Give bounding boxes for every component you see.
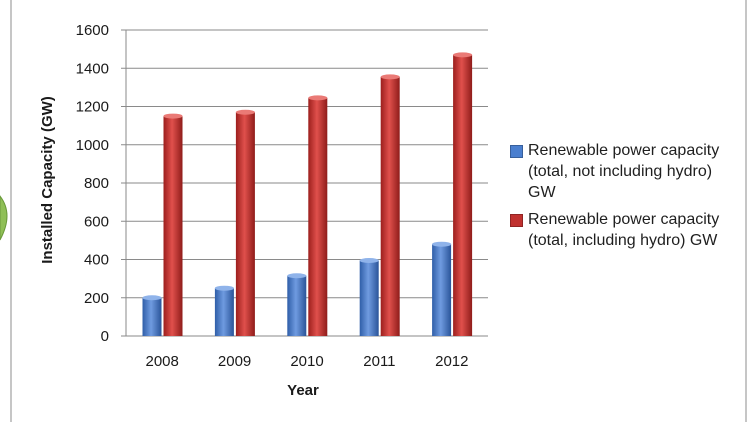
- green-tab-decoration: [0, 195, 8, 241]
- axes: [121, 29, 488, 337]
- bar-cap: [359, 257, 379, 263]
- bars: [142, 52, 473, 337]
- x-axis-title: Year: [287, 382, 319, 399]
- bar-cap: [142, 295, 162, 301]
- bar-series-2-2011: [380, 76, 400, 336]
- x-tick-label: 2009: [218, 353, 251, 370]
- bar-series-1-2008: [142, 297, 162, 336]
- y-tick-label: 1000: [76, 137, 109, 154]
- legend-item-series-2: Renewable power capacity (total, includi…: [510, 209, 730, 251]
- y-tick-label: 1400: [76, 60, 109, 77]
- x-tick-label: 2011: [363, 353, 395, 370]
- bar-cap: [453, 52, 473, 58]
- bar-series-1-2012: [432, 244, 452, 336]
- bar-cap: [308, 95, 328, 101]
- bar-series-2-2010: [308, 97, 328, 336]
- bar-series-1-2011: [359, 260, 379, 336]
- bar-cap: [432, 241, 452, 247]
- legend-item-series-1: Renewable power capacity (total, not inc…: [510, 140, 730, 203]
- bar-series-2-2008: [163, 116, 183, 336]
- y-tick-label: 0: [101, 328, 109, 345]
- y-tick-label: 1600: [76, 22, 109, 39]
- x-tick-label: 2010: [290, 353, 323, 370]
- bar-cap: [163, 113, 183, 119]
- bar-cap: [235, 109, 255, 115]
- bar-cap: [214, 285, 234, 291]
- legend-swatch-blue: [510, 145, 523, 158]
- tick-labels: 0 200 400 600 800 1000 1200 1400 1600 2008 2009 201…: [76, 22, 469, 370]
- bar-series-1-2009: [214, 288, 234, 336]
- gridlines: [126, 29, 488, 299]
- chart-border: [10, 0, 747, 427]
- bar-cap: [287, 273, 307, 279]
- legend-label: Renewable power capacity (total, not inc…: [528, 142, 720, 201]
- y-tick-label: 200: [84, 290, 109, 307]
- legend: Renewable power capacity (total, not inc…: [510, 140, 730, 257]
- y-tick-label: 600: [84, 213, 109, 230]
- y-tick-label: 1200: [76, 99, 109, 116]
- bar-series-2-2009: [235, 112, 255, 336]
- y-tick-label: 400: [84, 252, 109, 269]
- legend-label: Renewable power capacity (total, includi…: [528, 211, 720, 249]
- y-tick-label: 800: [84, 175, 109, 192]
- y-axis-title: Installed Capacity (GW): [39, 96, 56, 264]
- x-tick-label: 2012: [435, 353, 468, 370]
- x-tick-label: 2008: [146, 353, 179, 370]
- bar-cap: [380, 74, 400, 80]
- bar-series-2-2012: [453, 54, 473, 337]
- legend-swatch-red: [510, 214, 523, 227]
- bar-series-1-2010: [287, 275, 307, 336]
